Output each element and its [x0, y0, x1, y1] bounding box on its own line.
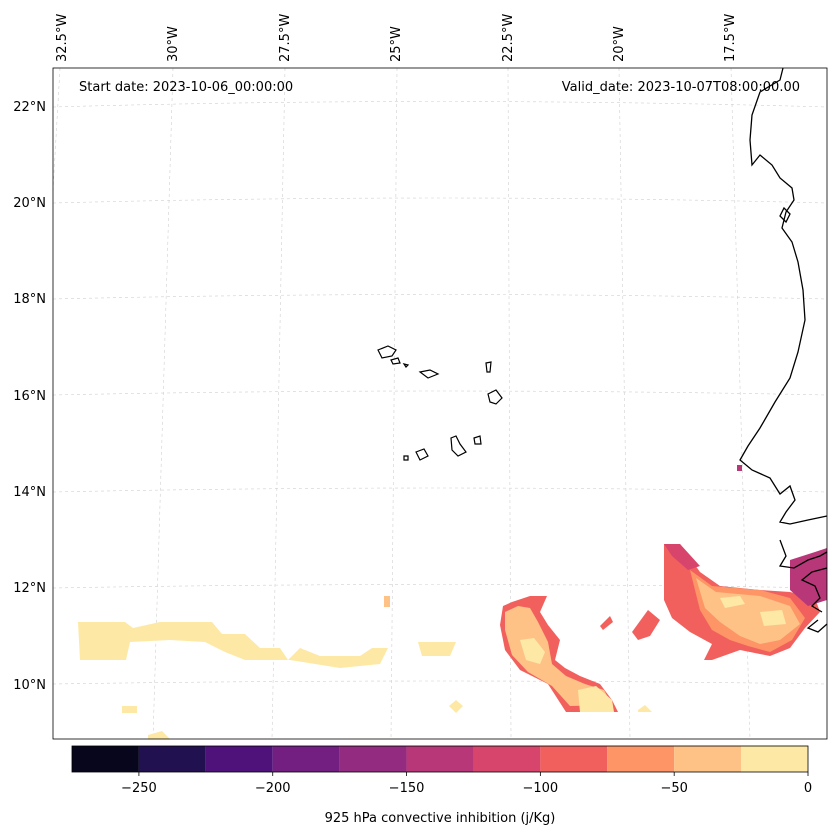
colorbar-swatch: [205, 746, 273, 772]
contour-patch-5: [638, 705, 652, 712]
lon-label: 22.5°W: [501, 14, 516, 62]
contour-east-crimson: [664, 544, 700, 570]
africa-coastline-south: [778, 539, 828, 633]
colorbar-swatch: [272, 746, 340, 772]
island-fogo: [415, 448, 429, 461]
contour-central-core: [520, 638, 545, 664]
lat-label: 18°N: [13, 292, 46, 307]
island-sao-vicente: [390, 357, 401, 365]
colorbar-swatch: [138, 746, 206, 772]
island-sao-nicolau: [418, 369, 440, 379]
island-maio: [473, 435, 482, 445]
island-boa-vista: [487, 389, 503, 405]
contour-patch-3: [148, 731, 170, 739]
contour-patch-9: [737, 465, 742, 471]
map-panel: [52, 67, 828, 740]
contour-east-peach: [696, 578, 800, 644]
coast-inlet: [779, 206, 791, 224]
contour-east-core-2: [760, 610, 786, 626]
colorbar-swatch: [339, 746, 407, 772]
colorbar-frame: [71, 745, 809, 773]
colorbar-swatch: [607, 746, 675, 772]
island-brava: [403, 455, 409, 461]
colorbar-swatch: [406, 746, 474, 772]
contour-central-core-2: [578, 686, 614, 712]
colorbar: −250 −200 −150 −100 −50 0 925 hPa convective …: [71, 745, 812, 826]
contour-patch-8: [632, 610, 660, 640]
island-santiago: [450, 435, 467, 457]
island-santa-luzia: [402, 363, 410, 368]
contour-patch-4: [449, 700, 463, 713]
lat-label: 16°N: [13, 389, 46, 404]
contour-east-core: [720, 596, 745, 608]
start-date-text: Start date: 2023-10-06_00:00:00: [79, 80, 293, 95]
colorbar-ticks: −250 −200 −150 −100 −50 0: [121, 772, 812, 796]
lat-label: 20°N: [13, 196, 46, 211]
colorbar-tick-label: −100: [523, 781, 559, 796]
lon-label: 25°W: [389, 26, 404, 62]
colorbar-tick-label: −50: [660, 781, 687, 796]
map-frame: [52, 67, 828, 740]
contour-patch-6: [384, 596, 390, 607]
lon-label: 30°W: [166, 26, 181, 62]
colorbar-title: 925 hPa convective inhibition (j/Kg): [325, 811, 556, 826]
valid-date-text: Valid_date: 2023-10-07T08:00:00.00: [562, 80, 800, 95]
colorbar-tick-label: −200: [255, 781, 291, 796]
latitude-labels: 22°N 20°N 18°N 16°N 14°N 12°N 10°N: [13, 100, 46, 693]
contour-band-west: [78, 622, 388, 668]
africa-coastline: [739, 67, 828, 525]
contour-patch-7: [600, 616, 613, 630]
lon-label: 27.5°W: [278, 14, 293, 62]
lat-label: 14°N: [13, 485, 46, 500]
colorbar-tick-label: 0: [804, 781, 812, 796]
contour-patch-1: [418, 642, 456, 656]
colorbar-tick-label: −150: [389, 781, 425, 796]
colorbar-swatch: [674, 746, 742, 772]
colorbar-swatch: [741, 746, 808, 772]
cape-verde-islands: [377, 345, 503, 461]
lat-label: 10°N: [13, 678, 46, 693]
colorbar-tick-label: −250: [121, 781, 157, 796]
colorbar-swatch: [473, 746, 541, 772]
island-santo-antao: [377, 345, 397, 359]
lat-label: 12°N: [13, 581, 46, 596]
coastlines: [739, 67, 828, 633]
contour-central-mid: [505, 606, 612, 706]
colorbar-swatch: [72, 746, 139, 772]
island-sal: [485, 361, 492, 373]
contour-patch-2: [122, 706, 137, 713]
lon-label: 17.5°W: [723, 14, 738, 62]
longitude-labels: 32.5°W 30°W 27.5°W 25°W 22.5°W 20°W 17.5…: [55, 14, 738, 62]
lat-label: 22°N: [13, 100, 46, 115]
colorbar-swatches: [72, 746, 808, 772]
lon-label: 20°W: [612, 26, 627, 62]
colorbar-swatch: [540, 746, 608, 772]
lon-label: 32.5°W: [55, 14, 70, 62]
cin-contours: [78, 465, 827, 739]
